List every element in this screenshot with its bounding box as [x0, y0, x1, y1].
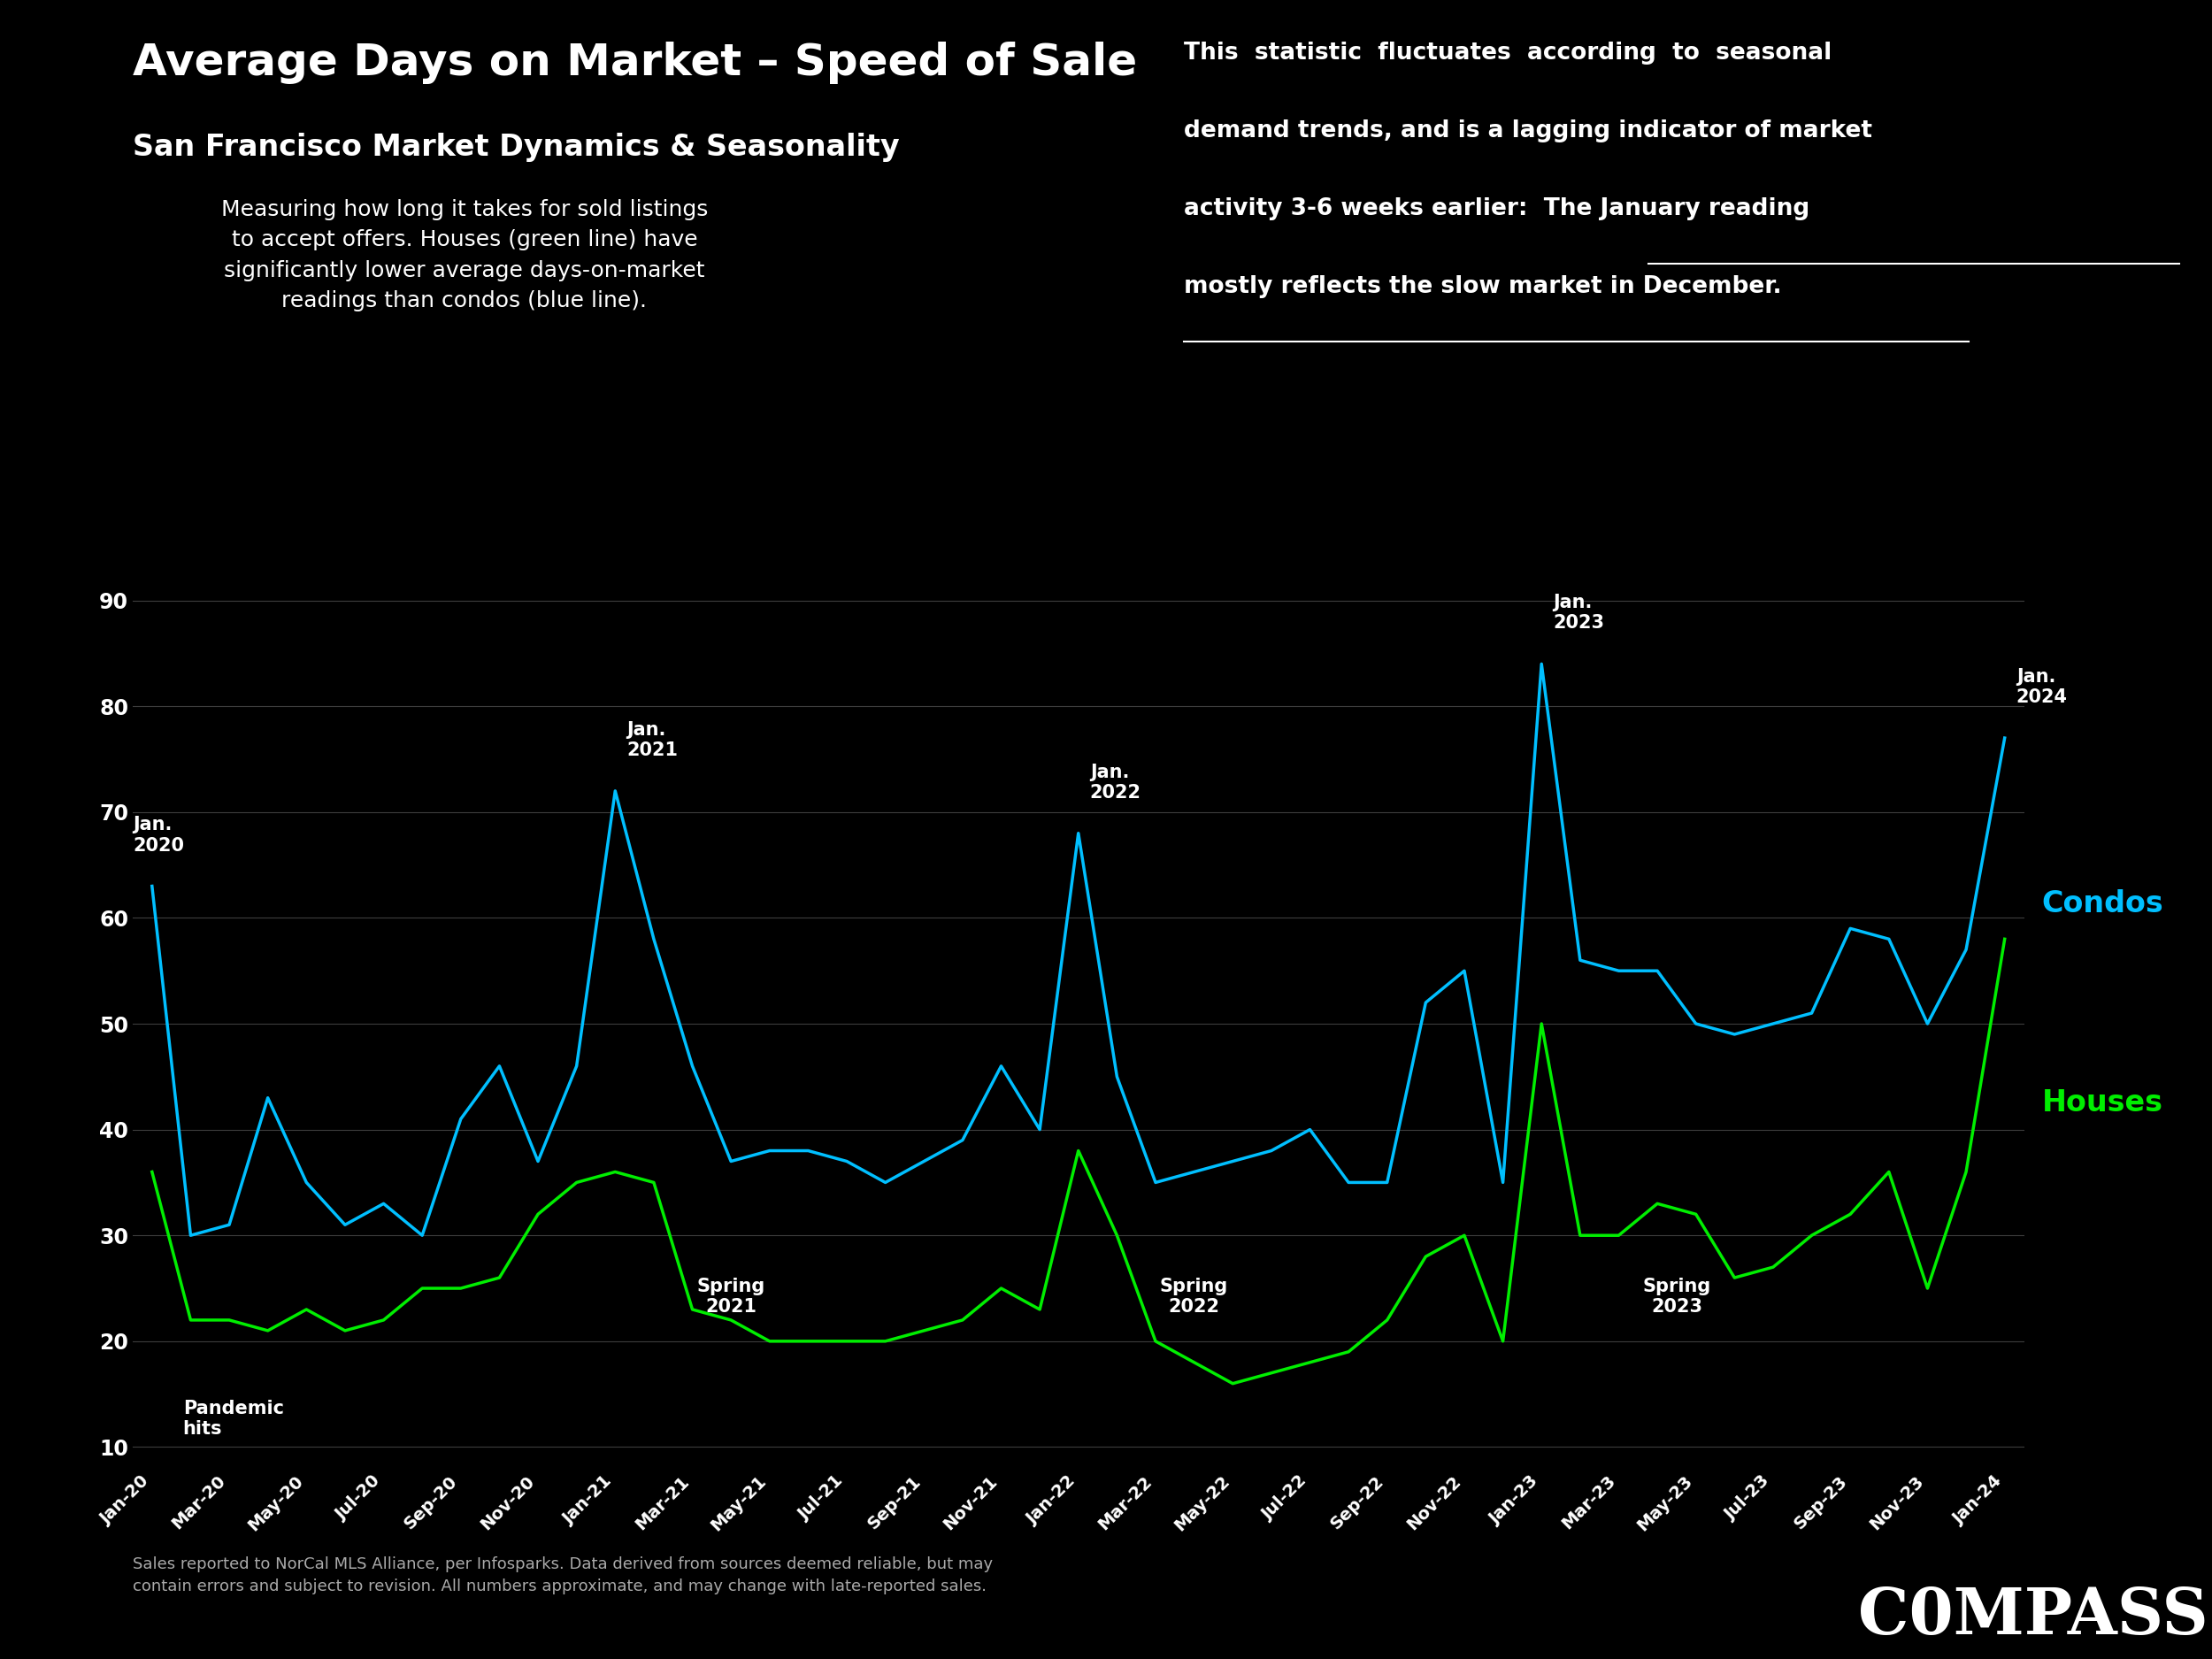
- Text: Houses: Houses: [2042, 1088, 2163, 1118]
- Text: This  statistic  fluctuates  according  to  seasonal: This statistic fluctuates according to s…: [1183, 41, 1832, 65]
- Text: Jan.
2020: Jan. 2020: [133, 816, 184, 854]
- Text: mostly reflects the slow market in December.: mostly reflects the slow market in Decem…: [1183, 275, 1781, 299]
- Text: Sales reported to NorCal MLS Alliance, per Infosparks. Data derived from sources: Sales reported to NorCal MLS Alliance, p…: [133, 1556, 993, 1594]
- Text: Condos: Condos: [2042, 889, 2163, 919]
- Text: Measuring how long it takes for sold listings
to accept offers. Houses (green li: Measuring how long it takes for sold lis…: [221, 199, 708, 312]
- Text: Spring
2023: Spring 2023: [1644, 1277, 1710, 1316]
- Text: Jan.
2024: Jan. 2024: [2017, 669, 2068, 707]
- Text: Jan.
2021: Jan. 2021: [626, 722, 679, 760]
- Text: C0MPASS: C0MPASS: [1858, 1584, 2208, 1647]
- Text: Average Days on Market – Speed of Sale: Average Days on Market – Speed of Sale: [133, 41, 1137, 85]
- Text: activity 3-6 weeks earlier:  The January reading: activity 3-6 weeks earlier: The January …: [1183, 197, 1809, 221]
- Text: Jan.
2022: Jan. 2022: [1091, 763, 1141, 801]
- Text: Spring
2022: Spring 2022: [1159, 1277, 1228, 1316]
- Text: Jan.
2023: Jan. 2023: [1553, 594, 1604, 632]
- Text: demand trends, and is a lagging indicator of market: demand trends, and is a lagging indicato…: [1183, 119, 1871, 143]
- Text: Pandemic
hits: Pandemic hits: [184, 1400, 283, 1438]
- Text: San Francisco Market Dynamics & Seasonality: San Francisco Market Dynamics & Seasonal…: [133, 133, 900, 163]
- Text: Spring
2021: Spring 2021: [697, 1277, 765, 1316]
